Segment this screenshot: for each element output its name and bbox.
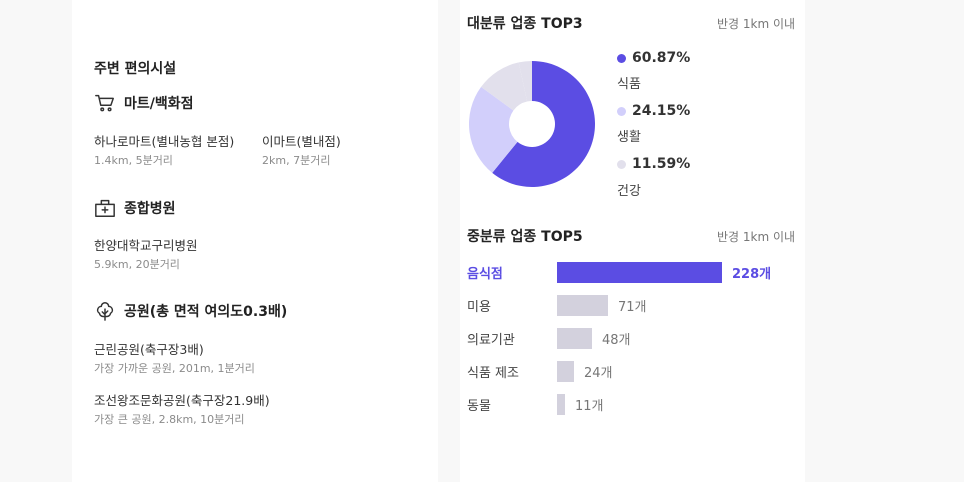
bar-value-3: 48개 bbox=[602, 333, 631, 348]
legend-item-3: 11.59% bbox=[617, 156, 690, 172]
park-item-1-name: 근린공원(축구장3배) bbox=[94, 342, 204, 357]
facilities-title: 주변 편의시설 bbox=[94, 61, 177, 77]
mart-item-2-meta: 2km, 7분거리 bbox=[262, 154, 331, 167]
top5-title: 중분류 업종 TOP5 bbox=[467, 229, 583, 245]
mart-item-1-meta: 1.4km, 5분거리 bbox=[94, 154, 173, 167]
legend-pct-2: 24.15% bbox=[632, 103, 691, 119]
hospital-icon bbox=[95, 199, 115, 217]
park-heading-label: 공원(총 면적 여의도0.3배) bbox=[124, 304, 288, 320]
legend-pct-1: 60.87% bbox=[632, 50, 691, 66]
donut-slice-1 bbox=[492, 61, 595, 187]
facilities-panel bbox=[72, 0, 438, 482]
tree-icon bbox=[96, 302, 114, 321]
bar-value-2: 71개 bbox=[618, 300, 647, 315]
top3-radius: 반경 1km 이내 bbox=[717, 17, 796, 31]
cart-icon bbox=[95, 94, 114, 112]
mart-item-1-name: 하나로마트(별내농협 본점) bbox=[94, 134, 235, 149]
bar-label-1: 음식점 bbox=[467, 267, 503, 282]
legend-item-1: 60.87% bbox=[617, 50, 690, 66]
park-item-2-meta: 가장 큰 공원, 2.8km, 10분거리 bbox=[94, 413, 245, 426]
legend-label-1: 식품 bbox=[617, 77, 641, 92]
top3-title: 대분류 업종 TOP3 bbox=[467, 16, 583, 32]
mart-item-2-name: 이마트(별내점) bbox=[262, 134, 341, 149]
legend-dot-2 bbox=[617, 106, 626, 116]
bar-label-3: 의료기관 bbox=[467, 333, 515, 348]
bar-label-4: 식품 제조 bbox=[467, 366, 519, 381]
mart-heading-label: 마트/백화점 bbox=[124, 96, 194, 112]
bar-value-1: 228개 bbox=[732, 267, 772, 282]
bar-4 bbox=[557, 361, 574, 382]
bar-2 bbox=[557, 295, 608, 316]
top5-radius: 반경 1km 이내 bbox=[717, 230, 796, 244]
legend-pct-3: 11.59% bbox=[632, 156, 691, 172]
park-item-2-name: 조선왕조문화공원(축구장21.9배) bbox=[94, 393, 270, 408]
hospital-heading: 종합병원 bbox=[94, 197, 176, 219]
donut-slice-3 bbox=[481, 62, 528, 111]
legend-label-2: 생활 bbox=[617, 130, 641, 145]
park-item-1-meta: 가장 가까운 공원, 201m, 1분거리 bbox=[94, 362, 255, 375]
hospital-item-1-name: 한양대학교구리병원 bbox=[94, 238, 198, 253]
mart-heading: 마트/백화점 bbox=[94, 92, 194, 114]
legend-label-3: 건강 bbox=[617, 184, 641, 199]
bar-label-2: 미용 bbox=[467, 300, 491, 315]
donut-slice-remainder bbox=[518, 61, 532, 102]
bar-value-5: 11개 bbox=[575, 399, 604, 414]
bar-value-4: 24개 bbox=[584, 366, 613, 381]
bar-5 bbox=[557, 394, 565, 415]
hospital-heading-label: 종합병원 bbox=[124, 201, 176, 217]
donut-slice-2 bbox=[469, 86, 518, 173]
top3-donut-chart bbox=[469, 61, 595, 187]
park-heading: 공원(총 면적 여의도0.3배) bbox=[94, 300, 287, 322]
hospital-item-1-meta: 5.9km, 20분거리 bbox=[94, 258, 180, 271]
bar-3 bbox=[557, 328, 592, 349]
legend-item-2: 24.15% bbox=[617, 103, 690, 119]
legend-dot-1 bbox=[617, 53, 626, 63]
bar-1 bbox=[557, 262, 722, 283]
bar-label-5: 동물 bbox=[467, 399, 491, 414]
legend-dot-3 bbox=[617, 159, 626, 169]
